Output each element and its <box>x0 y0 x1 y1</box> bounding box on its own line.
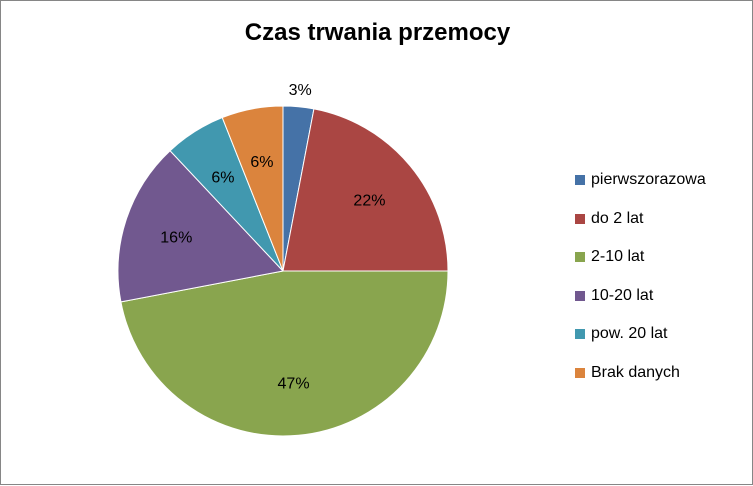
legend-swatch <box>575 213 585 224</box>
legend-item: 2-10 lat <box>575 238 706 277</box>
legend-item: 10-20 lat <box>575 277 706 316</box>
legend-item: pow. 20 lat <box>575 315 706 354</box>
legend-item: Brak danych <box>575 354 706 393</box>
legend-swatch <box>575 367 585 378</box>
legend-item: pierwszorazowa <box>575 161 706 200</box>
legend-label: pierwszorazowa <box>591 171 706 189</box>
data-label-0: 3% <box>289 82 312 99</box>
data-label-1: 22% <box>353 192 385 209</box>
legend-label: 10-20 lat <box>591 286 654 304</box>
legend-label: Brak danych <box>591 363 680 381</box>
legend-label: pow. 20 lat <box>591 325 668 343</box>
legend-swatch <box>575 175 585 186</box>
data-label-5: 6% <box>250 154 273 171</box>
legend-item: do 2 lat <box>575 200 706 239</box>
pie-slice-5 <box>221 105 284 272</box>
legend-swatch <box>575 329 585 340</box>
legend: pierwszorazowa do 2 lat 2-10 lat 10-20 lat p… <box>575 161 706 392</box>
chart-title: Czas trwania przemocy <box>244 19 511 46</box>
data-label-4: 6% <box>211 169 234 186</box>
pie-slice-3 <box>117 150 284 303</box>
pie-slice-2 <box>120 270 449 437</box>
legend-label: 2-10 lat <box>591 248 645 266</box>
legend-swatch <box>575 252 585 263</box>
pie-slice-1 <box>282 108 449 272</box>
data-label-3: 16% <box>160 229 192 246</box>
legend-label: do 2 lat <box>591 209 644 227</box>
legend-swatch <box>575 290 585 301</box>
data-label-2: 47% <box>278 376 310 393</box>
